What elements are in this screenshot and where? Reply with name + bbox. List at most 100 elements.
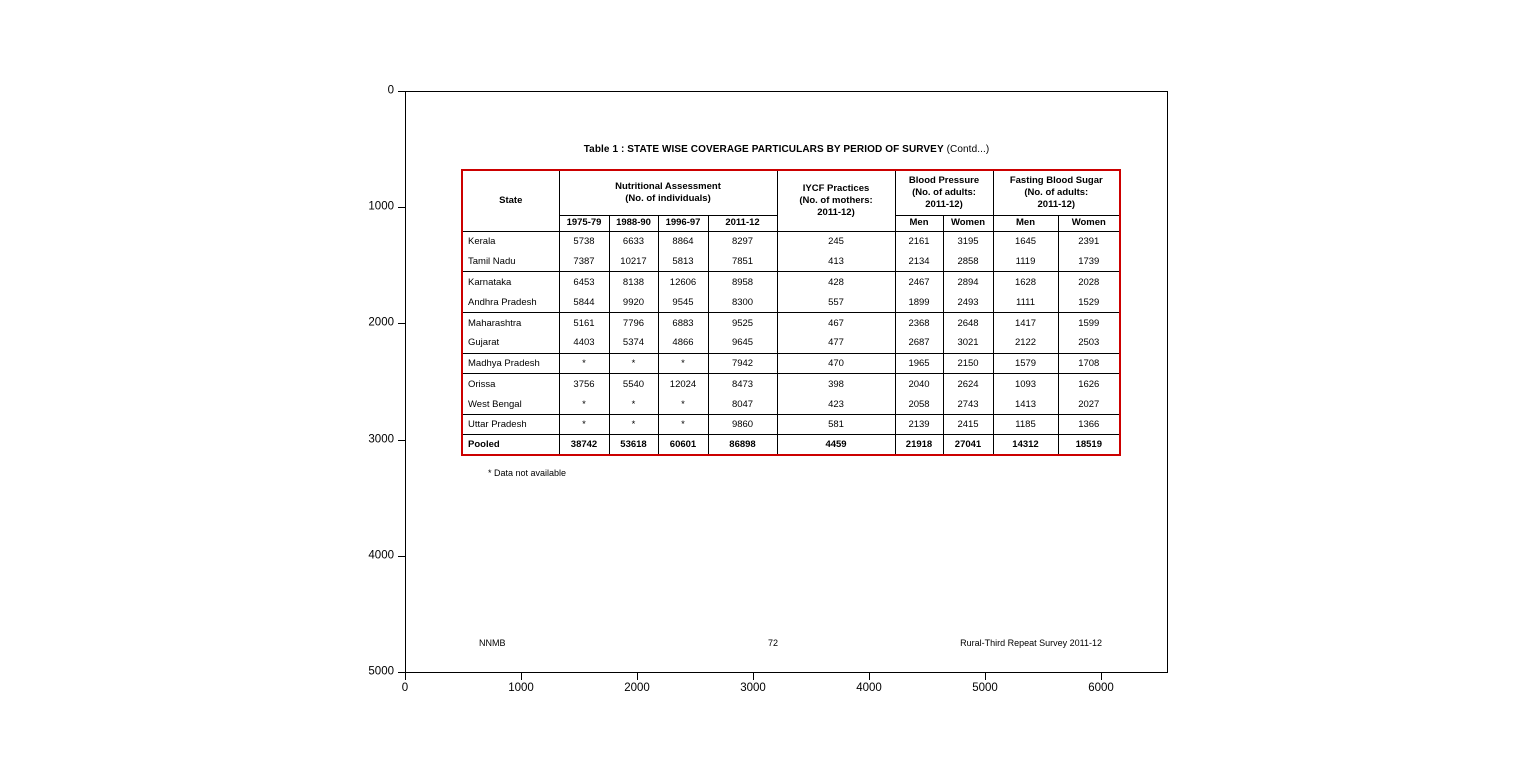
value-cell: 1111 [992, 292, 1059, 314]
state-cell: Tamil Nadu [462, 251, 559, 273]
x-tick-mark [405, 673, 406, 680]
value-cell: 2058 [894, 394, 944, 416]
value-cell: 1599 [1057, 312, 1121, 333]
value-cell: 4866 [657, 332, 708, 354]
value-cell: 5844 [558, 292, 609, 314]
y-tick-mark [398, 91, 405, 92]
header-line: Fasting Blood Sugar [1009, 174, 1103, 186]
col-header-fbs-women: Women [1057, 215, 1121, 232]
value-cell: 9920 [608, 292, 658, 314]
title-main: Table 1 : STATE WISE COVERAGE PARTICULAR… [583, 144, 944, 155]
x-tick-label: 4000 [856, 682, 882, 694]
value-cell: 2134 [894, 251, 944, 273]
header-line: Blood Pressure [908, 174, 980, 186]
value-cell: 2161 [894, 231, 944, 252]
col-header-blood-pressure: Blood Pressure (No. of adults: 2011-12) [894, 170, 994, 216]
x-tick-label: 2000 [624, 682, 650, 694]
value-cell: * [608, 353, 658, 375]
table-row: Tamil Nadu 7387 10217 5813 7851 413 2134… [462, 251, 1121, 273]
y-tick-mark [398, 556, 405, 557]
value-cell: 7851 [707, 251, 778, 273]
value-cell: 7942 [707, 353, 778, 375]
value-cell: 1093 [992, 373, 1059, 395]
value-cell: 5161 [558, 312, 609, 333]
state-cell: Kerala [468, 235, 496, 247]
value-cell: 8047 [707, 394, 778, 416]
col-header-1996-97: 1996-97 [657, 215, 708, 232]
value-cell: 9860 [707, 414, 778, 436]
x-tick-label: 6000 [1088, 682, 1114, 694]
header-line: 2011-12) [925, 198, 963, 210]
value-cell: 2139 [894, 414, 944, 436]
value-cell: 4459 [776, 434, 896, 456]
table-row: Uttar Pradesh * * * 9860 581 2139 2415 1… [462, 414, 1121, 436]
value-cell: 12024 [657, 373, 708, 395]
value-cell: 2493 [942, 292, 994, 314]
y-tick-mark [398, 440, 405, 441]
value-cell: 60601 [657, 434, 708, 456]
x-tick-mark [637, 673, 638, 680]
value-cell: 3756 [558, 373, 609, 395]
page-title: Table 1 : STATE WISE COVERAGE PARTICULAR… [406, 144, 1167, 155]
value-cell: 1417 [992, 312, 1059, 333]
title-contd: (Contd...) [943, 144, 990, 155]
value-cell: 8473 [707, 373, 778, 395]
value-cell: 6633 [608, 231, 658, 252]
state-cell: Uttar Pradesh [462, 414, 559, 436]
value-cell: 1119 [992, 251, 1059, 273]
coverage-table: State Nutritional Assessment (No. of ind… [461, 169, 1122, 457]
value-cell: 8297 [707, 231, 778, 252]
header-line: 2011-12) [1037, 198, 1076, 210]
footer-page-number: 72 [768, 638, 779, 648]
header-line: (No. of adults: [1024, 186, 1089, 198]
state-cell: Orissa [468, 378, 496, 390]
value-cell: * [608, 414, 658, 436]
x-tick-mark [521, 673, 522, 680]
table-row-pooled: Pooled 38742 53618 60601 86898 4459 2191… [462, 434, 1121, 456]
value-cell: 6883 [657, 312, 708, 333]
state-cell: Gujarat [462, 332, 559, 354]
col-header-state: State [462, 170, 559, 232]
value-cell: 27041 [942, 434, 994, 456]
value-cell: 3195 [942, 231, 994, 252]
value-cell: 8958 [707, 271, 778, 293]
value-cell: 1645 [992, 231, 1059, 252]
x-tick-label: 5000 [972, 682, 998, 694]
header-row-sub: 1975-79 1988-90 1996-97 2011-12 Men Wome… [462, 215, 1121, 232]
plot-axes: Table 1 : STATE WISE COVERAGE PARTICULAR… [405, 91, 1168, 673]
state-cell: West Bengal [462, 394, 559, 416]
table-row: Maharashtra 5161 7796 6883 9525 467 2368… [462, 312, 1121, 333]
value-cell: 2027 [1057, 394, 1121, 416]
value-cell: 1626 [1057, 373, 1121, 395]
col-header-fbs-men: Men [992, 215, 1059, 232]
header-line: Nutritional Assessment [615, 180, 721, 192]
value-cell: 8864 [657, 231, 708, 252]
value-cell: 5540 [608, 373, 658, 395]
y-tick-label: 1000 [368, 200, 394, 213]
x-tick-mark [985, 673, 986, 680]
value-cell: 38742 [558, 434, 609, 456]
value-cell: 2743 [942, 394, 994, 416]
col-header-nutritional-assessment: Nutritional Assessment (No. of individua… [558, 170, 778, 216]
value-cell: 2648 [942, 312, 994, 333]
table-row: Andhra Pradesh 5844 9920 9545 8300 557 1… [462, 292, 1121, 314]
value-cell: 1579 [992, 353, 1059, 375]
col-header-1988-90: 1988-90 [608, 215, 658, 232]
value-cell: 423 [776, 394, 896, 416]
value-cell: 2503 [1057, 332, 1121, 354]
data-not-available-note: * Data not available [488, 468, 567, 478]
value-cell: 21918 [894, 434, 944, 456]
value-cell: 1529 [1057, 292, 1121, 314]
value-cell: 10217 [608, 251, 658, 273]
value-cell: 9645 [707, 332, 778, 354]
value-cell: 8300 [707, 292, 778, 314]
value-cell: 1739 [1057, 251, 1121, 273]
value-cell: 2894 [942, 271, 994, 293]
x-tick-label: 1000 [508, 682, 534, 694]
state-cell: Madhya Pradesh [462, 353, 559, 375]
header-line: (No. of individuals) [625, 192, 711, 204]
value-cell: 2150 [942, 353, 994, 375]
col-header-fasting-blood-sugar: Fasting Blood Sugar (No. of adults: 2011… [992, 170, 1121, 216]
value-cell: * [657, 353, 708, 375]
header-line: (No. of mothers: [799, 194, 873, 206]
